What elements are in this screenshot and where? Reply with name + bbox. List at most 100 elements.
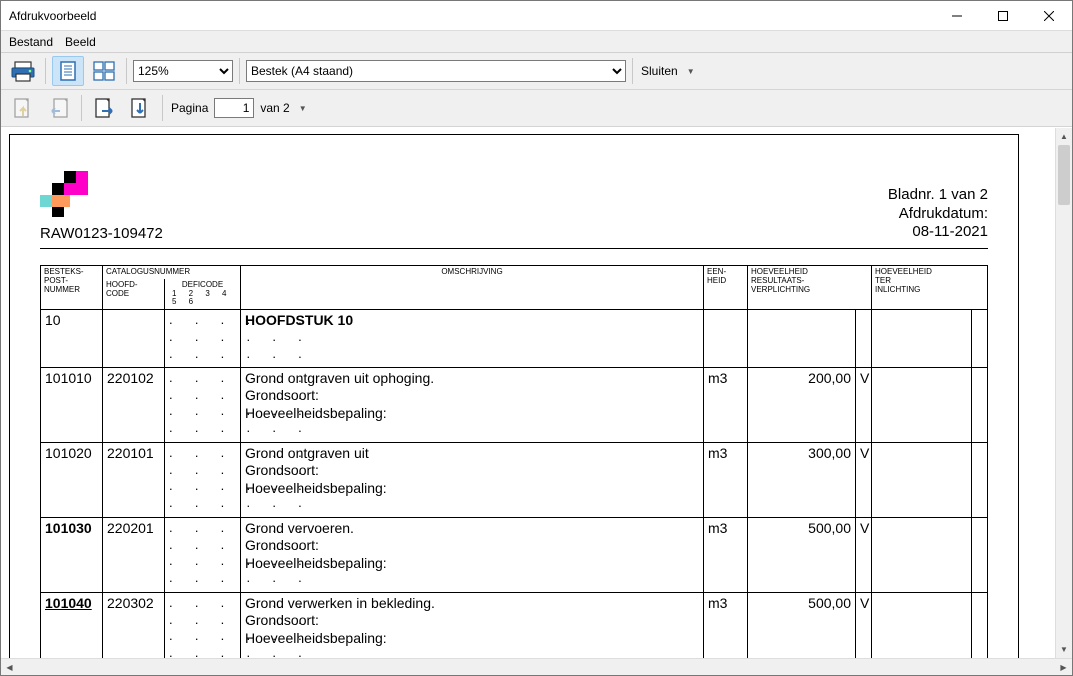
cell-unit: m3 — [704, 367, 748, 442]
cell-unit: m3 — [704, 442, 748, 517]
page-header: RAW0123-109472 Bladnr. 1 van 2 Afdrukdat… — [40, 171, 988, 242]
header-left: RAW0123-109472 — [40, 171, 163, 242]
page-label: Pagina — [169, 101, 210, 115]
multi-page-view-button[interactable] — [88, 56, 120, 86]
page-number-input[interactable] — [214, 98, 254, 118]
scroll-down-icon[interactable]: ▼ — [1056, 641, 1072, 658]
export-up-button[interactable] — [7, 93, 39, 123]
preview-area: RAW0123-109472 Bladnr. 1 van 2 Afdrukdat… — [1, 127, 1072, 658]
th-catalogus: CATALOGUSNUMMER — [103, 266, 241, 279]
cell-flag: V — [856, 517, 872, 592]
afdruk-date: 08-11-2021 — [888, 223, 988, 242]
close-icon — [1044, 11, 1054, 21]
th-resultaat: HOEVEELHEID RESULTAATS- VERPLICHTING — [748, 266, 872, 310]
scroll-thumb[interactable] — [1058, 145, 1070, 205]
th-inlichting: HOEVEELHEID TER INLICHTING — [872, 266, 988, 310]
table-row: 10. . . . . . . . . . . . . . . . . .HOO… — [41, 310, 988, 368]
cell-unit: m3 — [704, 517, 748, 592]
table-body: 10. . . . . . . . . . . . . . . . . .HOO… — [41, 310, 988, 658]
scroll-track[interactable] — [1056, 145, 1072, 641]
cell-hoofd: 220201 — [103, 517, 165, 592]
table-row: 101020220101. . . . . . . . . . . . . . … — [41, 442, 988, 517]
afdruk-label: Afdrukdatum: — [888, 205, 988, 224]
cell-flag: V — [856, 367, 872, 442]
print-preview-window: Afdrukvoorbeeld Bestand Beeld — [0, 0, 1073, 676]
single-page-icon — [58, 60, 78, 82]
multi-page-icon — [92, 60, 116, 82]
cell-qty: 500,00 — [748, 592, 856, 658]
printer-icon — [10, 60, 36, 82]
horizontal-scrollbar[interactable]: ◀ ▶ — [1, 658, 1072, 675]
th-eenheid: EEN- HEID — [704, 266, 748, 310]
cell-desc: Grond ontgraven uit ophoging.Grondsoort:… — [241, 367, 704, 442]
toolbar-separator — [632, 58, 633, 84]
table-row: 101010220102. . . . . . . . . . . . . . … — [41, 367, 988, 442]
toolbar-main: 125% Bestek (A4 staand) Sluiten ▼ — [1, 53, 1072, 90]
titlebar: Afdrukvoorbeeld — [1, 1, 1072, 31]
cell-post: 101040 — [41, 592, 103, 658]
cell-unit: m3 — [704, 592, 748, 658]
export-down-button[interactable] — [124, 93, 156, 123]
cell-hoofd: 220302 — [103, 592, 165, 658]
prev-page-button[interactable] — [43, 93, 75, 123]
th-defi: DEFICODE 1 2 3 4 5 6 — [165, 279, 241, 310]
cell-post: 101030 — [41, 517, 103, 592]
next-page-icon — [93, 96, 115, 120]
menubar: Bestand Beeld — [1, 31, 1072, 53]
spec-table: BESTEKS- POST- NUMMER CATALOGUSNUMMER OM… — [40, 265, 988, 658]
close-button[interactable] — [1026, 1, 1072, 30]
scroll-right-icon[interactable]: ▶ — [1055, 659, 1072, 675]
chapter-title: HOOFDSTUK 10 — [245, 312, 353, 328]
preview-scroll[interactable]: RAW0123-109472 Bladnr. 1 van 2 Afdrukdat… — [1, 128, 1055, 658]
toolbar-separator — [126, 58, 127, 84]
menu-view[interactable]: Beeld — [65, 35, 96, 49]
document-page: RAW0123-109472 Bladnr. 1 van 2 Afdrukdat… — [9, 134, 1019, 658]
scroll-left-icon[interactable]: ◀ — [1, 659, 18, 675]
cell-desc: Grond verwerken in bekleding.Grondsoort:… — [241, 592, 704, 658]
close-label[interactable]: Sluiten — [639, 64, 680, 78]
cell-qty: 200,00 — [748, 367, 856, 442]
page-of-label: van 2 — [258, 101, 291, 115]
cell-hoofd: 220102 — [103, 367, 165, 442]
cell-post: 10 — [41, 310, 103, 368]
th-bestek: BESTEKS- POST- NUMMER — [41, 266, 103, 310]
window-controls — [934, 1, 1072, 30]
bladnr: Bladnr. 1 van 2 — [888, 186, 988, 205]
print-button[interactable] — [7, 56, 39, 86]
close-menu-drop[interactable]: ▼ — [684, 67, 698, 76]
cell-post: 101010 — [41, 367, 103, 442]
cell-hoofd: 220101 — [103, 442, 165, 517]
menu-file[interactable]: Bestand — [9, 35, 53, 49]
header-right: Bladnr. 1 van 2 Afdrukdatum: 08-11-2021 — [888, 186, 988, 242]
scroll-up-icon[interactable]: ▲ — [1056, 128, 1072, 145]
table-row: 101040220302. . . . . . . . . . . . . . … — [41, 592, 988, 658]
maximize-button[interactable] — [980, 1, 1026, 30]
cell-qty: 500,00 — [748, 517, 856, 592]
cell-desc: Grond ontgraven uitGrondsoort:Hoeveelhei… — [241, 442, 704, 517]
toolbar-separator — [162, 95, 163, 121]
cell-flag: V — [856, 592, 872, 658]
page-in-icon — [129, 96, 151, 120]
single-page-view-button[interactable] — [52, 56, 84, 86]
zoom-combo[interactable]: 125% — [133, 60, 233, 82]
template-combo[interactable]: Bestek (A4 staand) — [246, 60, 626, 82]
cell-desc: Grond vervoeren.Grondsoort:Hoeveelheidsb… — [241, 517, 704, 592]
scroll-track-h[interactable] — [18, 659, 1055, 675]
toolbar-nav: Pagina van 2 ▼ — [1, 90, 1072, 127]
header-rule — [40, 248, 988, 249]
cell-post: 101020 — [41, 442, 103, 517]
toolbar-separator — [81, 95, 82, 121]
logo — [40, 171, 96, 219]
toolbar-separator — [45, 58, 46, 84]
cell-qty: 300,00 — [748, 442, 856, 517]
window-title: Afdrukvoorbeeld — [1, 9, 96, 23]
th-hoofd: HOOFD- CODE — [103, 279, 165, 310]
page-menu-drop[interactable]: ▼ — [296, 104, 310, 113]
th-omschrijving: OMSCHRIJVING — [241, 266, 704, 310]
cell-flag: V — [856, 442, 872, 517]
vertical-scrollbar[interactable]: ▲ ▼ — [1055, 128, 1072, 658]
next-page-button[interactable] — [88, 93, 120, 123]
prev-page-icon — [48, 96, 70, 120]
doc-id: RAW0123-109472 — [40, 225, 163, 242]
minimize-button[interactable] — [934, 1, 980, 30]
